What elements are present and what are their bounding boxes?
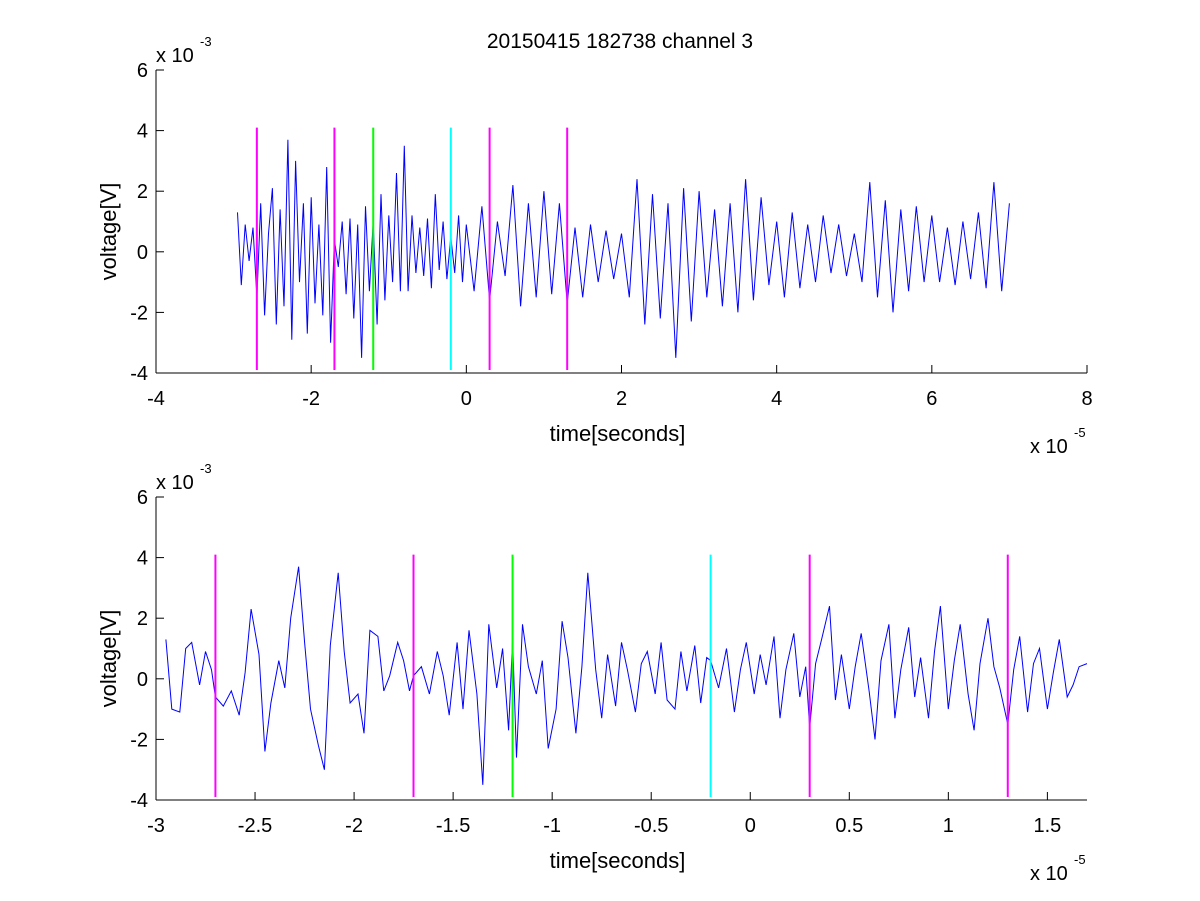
y-axis-label: voltage[V] [96, 183, 121, 281]
signal-line [237, 139, 1010, 358]
x-tick-label: 1 [943, 815, 954, 837]
y-axis-label: voltage[V] [96, 610, 121, 708]
bottom-axes: -3 -2.5 -2 -1.5 -1 -0.5 0 0.5 1 1.5 -4 -2 0 2 4 6 x 10 -3… [96, 461, 1088, 885]
x-tick-label: 2 [616, 388, 627, 410]
x-tick-label: -2 [345, 815, 363, 837]
x-tick-label: -1 [543, 815, 561, 837]
x-tick-label: -2.5 [238, 815, 272, 837]
y-tick-label: -4 [130, 363, 148, 385]
y-tick-label: 2 [137, 608, 148, 630]
figure-title: 20150415 182738 channel 3 [487, 30, 753, 53]
x-axis-label: time[seconds] [550, 421, 686, 446]
y-tick-label: 2 [137, 181, 148, 203]
x-tick-label: -4 [147, 388, 165, 410]
y-multiplier-exponent: -3 [200, 461, 212, 476]
y-tick-label: 4 [137, 548, 148, 570]
x-tick-label: 6 [926, 388, 937, 410]
x-tick-label: -3 [147, 815, 165, 837]
x-tick-label: 1.5 [1033, 815, 1061, 837]
y-multiplier-exponent: -3 [200, 34, 212, 49]
x-tick-label: 8 [1081, 388, 1092, 410]
x-tick-label: -1.5 [436, 815, 470, 837]
x-tick-label: 4 [771, 388, 782, 410]
y-tick-label: 6 [137, 487, 148, 509]
x-axis-label: time[seconds] [550, 848, 686, 873]
y-tick-label: 0 [137, 242, 148, 264]
y-multiplier-label: x 10 [156, 472, 194, 494]
top-axes: -4 -2 0 2 4 6 8 -4 -2 0 2 4 6 x 10 -3 x 10 -5 time[second… [96, 34, 1093, 458]
y-tick-label: -2 [130, 302, 148, 324]
x-multiplier-label: x 10 [1030, 863, 1068, 885]
x-tick-label: -0.5 [634, 815, 668, 837]
y-tick-label: 4 [137, 121, 148, 143]
x-multiplier-exponent: -5 [1074, 852, 1086, 867]
x-multiplier-exponent: -5 [1074, 425, 1086, 440]
y-tick-label: 6 [137, 60, 148, 82]
y-tick-label: -2 [130, 729, 148, 751]
x-tick-label: -2 [302, 388, 320, 410]
x-tick-label: 0 [745, 815, 756, 837]
x-tick-label: 0 [461, 388, 472, 410]
y-tick-label: -4 [130, 790, 148, 812]
x-tick-label: 0.5 [835, 815, 863, 837]
y-tick-label: 0 [137, 669, 148, 691]
x-multiplier-label: x 10 [1030, 436, 1068, 458]
y-multiplier-label: x 10 [156, 45, 194, 67]
signal-line [165, 566, 1088, 785]
